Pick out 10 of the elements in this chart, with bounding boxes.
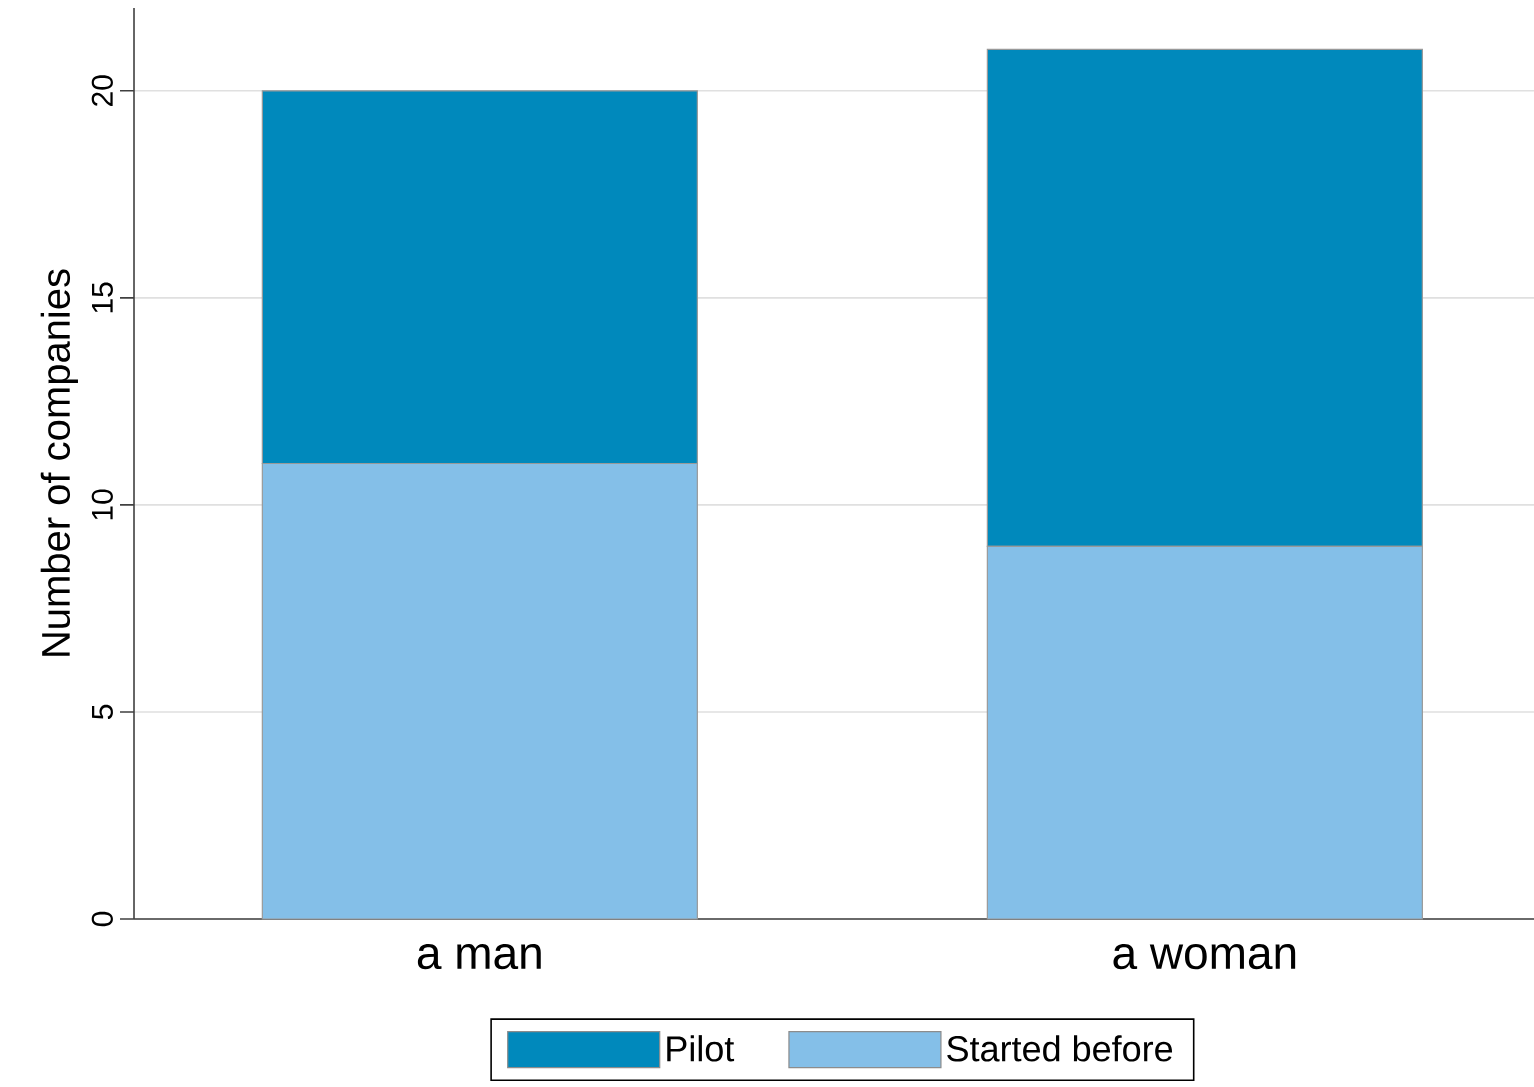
x-tick-label: a man: [417, 944, 541, 970]
y-tick-label: 15: [92, 282, 113, 313]
y-tick-label: 0: [91, 911, 113, 927]
y-tick-label: 5: [92, 704, 113, 720]
legend-label: Started before: [947, 1035, 1173, 1062]
y-tick-label: 20: [91, 75, 113, 106]
legend-label: Pilot: [667, 1035, 735, 1062]
x-tick-label: a woman: [1113, 944, 1296, 970]
y-axis-title: Number of companies: [40, 269, 78, 656]
y-tick-label: 10: [91, 489, 113, 520]
